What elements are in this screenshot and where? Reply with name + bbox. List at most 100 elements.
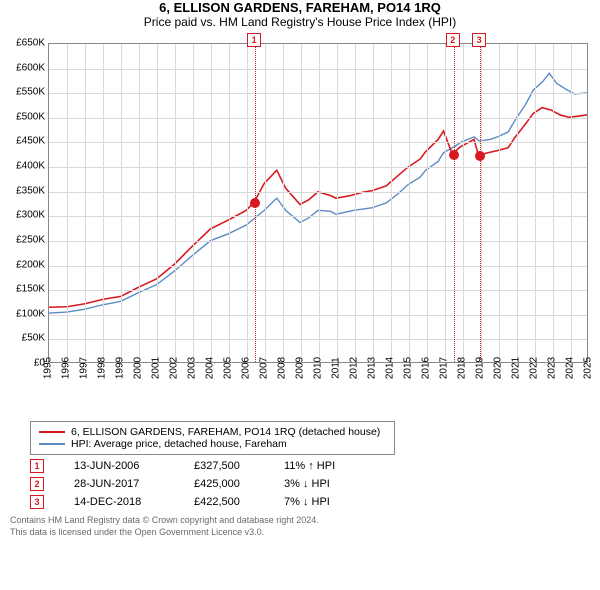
sales-list: 113-JUN-2006£327,50011% ↑ HPI228-JUN-201…: [0, 459, 600, 509]
legend-item: 6, ELLISON GARDENS, FAREHAM, PO14 1RQ (d…: [39, 426, 386, 438]
gridline-v: [301, 44, 302, 362]
footer-line-2: This data is licensed under the Open Gov…: [10, 527, 600, 539]
chart-title: 6, ELLISON GARDENS, FAREHAM, PO14 1RQ: [0, 0, 600, 15]
sale-num-box: 2: [30, 477, 44, 491]
sale-date: 13-JUN-2006: [74, 460, 164, 472]
x-axis-label: 2012: [349, 357, 360, 379]
gridline-v: [139, 44, 140, 362]
sale-date: 14-DEC-2018: [74, 496, 164, 508]
gridline-v: [337, 44, 338, 362]
legend-swatch: [39, 431, 65, 433]
gridline-v: [571, 44, 572, 362]
gridline-v: [175, 44, 176, 362]
gridline-v: [409, 44, 410, 362]
x-axis-label: 2015: [403, 357, 414, 379]
sale-num-box: 3: [30, 495, 44, 509]
chart-area: £0£50K£100K£150K£200K£250K£300K£350K£400…: [0, 35, 600, 415]
x-axis-label: 2003: [187, 357, 198, 379]
gridline-v: [85, 44, 86, 362]
gridline-h: [49, 192, 587, 193]
x-axis-label: 2016: [421, 357, 432, 379]
sale-num-box: 1: [30, 459, 44, 473]
x-axis-label: 1999: [115, 357, 126, 379]
gridline-h: [49, 118, 587, 119]
legend: 6, ELLISON GARDENS, FAREHAM, PO14 1RQ (d…: [30, 421, 395, 455]
y-axis-label: £600K: [5, 62, 45, 73]
gridline-h: [49, 142, 587, 143]
sale-delta: 7% ↓ HPI: [284, 496, 374, 508]
x-axis-label: 2001: [151, 357, 162, 379]
x-axis-label: 2024: [565, 357, 576, 379]
gridline-v: [211, 44, 212, 362]
gridline-v: [481, 44, 482, 362]
gridline-v: [499, 44, 500, 362]
gridline-v: [373, 44, 374, 362]
footer-attribution: Contains HM Land Registry data © Crown c…: [10, 515, 600, 538]
sale-marker-box: 1: [247, 33, 261, 47]
x-axis-label: 1997: [79, 357, 90, 379]
gridline-v: [319, 44, 320, 362]
series-line: [49, 73, 587, 313]
x-axis-label: 2005: [223, 357, 234, 379]
y-axis-label: £50K: [5, 333, 45, 344]
legend-swatch: [39, 443, 65, 445]
y-axis-label: £250K: [5, 234, 45, 245]
y-axis-label: £100K: [5, 308, 45, 319]
y-axis-label: £200K: [5, 259, 45, 270]
gridline-h: [49, 339, 587, 340]
x-axis-label: 2004: [205, 357, 216, 379]
sale-row: 113-JUN-2006£327,50011% ↑ HPI: [30, 459, 600, 473]
gridline-v: [517, 44, 518, 362]
x-axis-label: 1998: [97, 357, 108, 379]
y-axis-label: £0: [5, 358, 45, 369]
gridline-v: [157, 44, 158, 362]
sale-marker-dot: [475, 151, 485, 161]
sale-marker-box: 2: [446, 33, 460, 47]
x-axis-label: 2019: [475, 357, 486, 379]
chart-subtitle: Price paid vs. HM Land Registry's House …: [0, 15, 600, 29]
x-axis-label: 2007: [259, 357, 270, 379]
sale-marker-dot: [449, 150, 459, 160]
gridline-h: [49, 290, 587, 291]
legend-label: HPI: Average price, detached house, Fare…: [71, 438, 287, 450]
gridline-v: [355, 44, 356, 362]
x-axis-label: 2021: [511, 357, 522, 379]
sale-row: 3 14-DEC-2018 £422,500 7% ↓ HPI: [30, 495, 600, 509]
x-axis-label: 1995: [43, 357, 54, 379]
gridline-h: [49, 167, 587, 168]
y-axis-label: £350K: [5, 185, 45, 196]
gridline-h: [49, 93, 587, 94]
x-axis-label: 2006: [241, 357, 252, 379]
gridline-v: [247, 44, 248, 362]
x-axis-label: 2009: [295, 357, 306, 379]
gridline-v: [229, 44, 230, 362]
gridline-v: [553, 44, 554, 362]
gridline-v: [121, 44, 122, 362]
y-axis-label: £450K: [5, 136, 45, 147]
gridline-v: [427, 44, 428, 362]
gridline-h: [49, 241, 587, 242]
gridline-v: [463, 44, 464, 362]
plot-area: [48, 43, 588, 363]
gridline-h: [49, 216, 587, 217]
x-axis-label: 2010: [313, 357, 324, 379]
x-axis-label: 2023: [547, 357, 558, 379]
gridline-v: [265, 44, 266, 362]
gridline-h: [49, 69, 587, 70]
gridline-v: [103, 44, 104, 362]
y-axis-label: £150K: [5, 284, 45, 295]
y-axis-label: £550K: [5, 87, 45, 98]
sale-marker-dot: [250, 198, 260, 208]
x-axis-label: 2020: [493, 357, 504, 379]
legend-item: HPI: Average price, detached house, Fare…: [39, 438, 386, 450]
x-axis-label: 2002: [169, 357, 180, 379]
x-axis-label: 2014: [385, 357, 396, 379]
y-axis-label: £650K: [5, 38, 45, 49]
sale-marker-line: [480, 44, 481, 362]
x-axis-label: 2025: [583, 357, 594, 379]
gridline-v: [67, 44, 68, 362]
sale-price: £422,500: [194, 496, 254, 508]
y-axis-label: £500K: [5, 111, 45, 122]
x-axis-label: 1996: [61, 357, 72, 379]
y-axis-label: £400K: [5, 161, 45, 172]
